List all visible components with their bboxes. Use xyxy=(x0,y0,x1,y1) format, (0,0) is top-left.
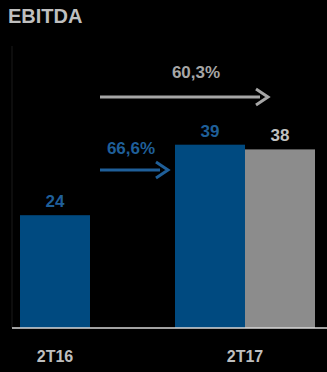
x-tick-label: 2T17 xyxy=(227,348,264,365)
baseline xyxy=(12,327,327,329)
bars xyxy=(20,145,315,328)
data-label: 39 xyxy=(201,122,220,141)
bar xyxy=(20,215,90,328)
chart: EBITDA 2T16 2T17 24 39 38 60,3% 66,6% xyxy=(0,0,327,372)
x-tick-label: 2T16 xyxy=(37,348,74,365)
annotation: 60,3% xyxy=(172,63,220,82)
arrow-shaft xyxy=(100,169,160,172)
y-axis-line xyxy=(12,46,13,328)
annotation: 66,6% xyxy=(107,139,155,158)
data-label: 38 xyxy=(271,126,290,145)
arrow-head xyxy=(156,162,168,178)
arrow-shaft xyxy=(100,96,260,99)
data-label: 24 xyxy=(46,192,65,211)
arrow-head xyxy=(256,89,268,105)
title: EBITDA xyxy=(8,5,82,27)
bar xyxy=(245,149,315,328)
bar xyxy=(175,145,245,328)
